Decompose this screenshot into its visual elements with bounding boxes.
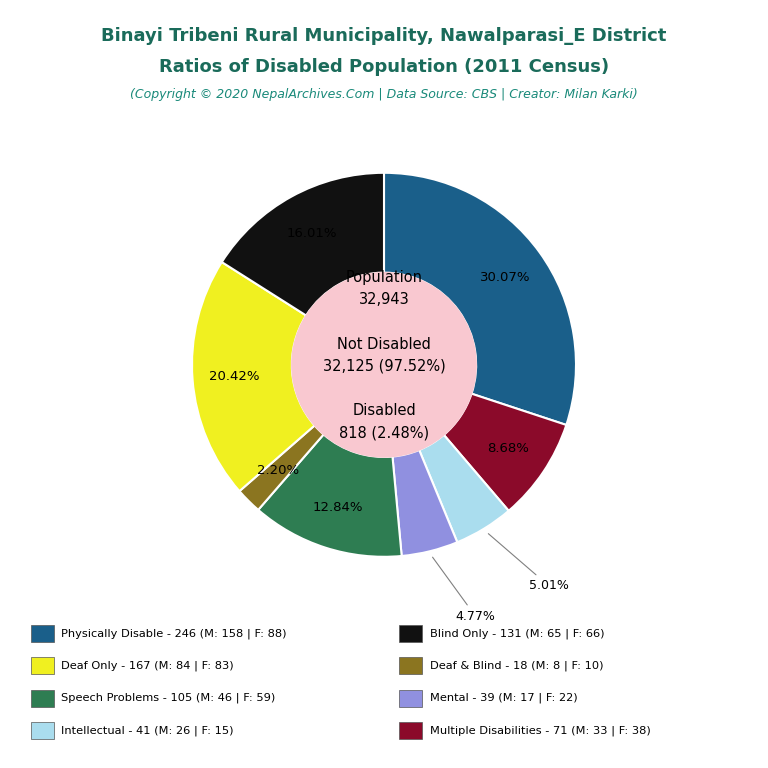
Text: 12.84%: 12.84% [313, 501, 363, 514]
Wedge shape [222, 173, 384, 316]
Text: Speech Problems - 105 (M: 46 | F: 59): Speech Problems - 105 (M: 46 | F: 59) [61, 693, 276, 703]
Text: Binayi Tribeni Rural Municipality, Nawalparasi_E District: Binayi Tribeni Rural Municipality, Nawal… [101, 27, 667, 45]
Wedge shape [444, 394, 566, 511]
Text: Blind Only - 131 (M: 65 | F: 66): Blind Only - 131 (M: 65 | F: 66) [430, 628, 604, 639]
Text: Physically Disable - 246 (M: 158 | F: 88): Physically Disable - 246 (M: 158 | F: 88… [61, 628, 287, 639]
Text: 5.01%: 5.01% [488, 534, 569, 592]
Wedge shape [392, 450, 457, 556]
Text: Population
32,943

Not Disabled
32,125 (97.52%)

Disabled
818 (2.48%): Population 32,943 Not Disabled 32,125 (9… [323, 270, 445, 440]
Text: Mental - 39 (M: 17 | F: 22): Mental - 39 (M: 17 | F: 22) [430, 693, 578, 703]
Text: 16.01%: 16.01% [286, 227, 337, 240]
Wedge shape [419, 435, 508, 542]
Text: (Copyright © 2020 NepalArchives.Com | Data Source: CBS | Creator: Milan Karki): (Copyright © 2020 NepalArchives.Com | Da… [130, 88, 638, 101]
Text: Deaf & Blind - 18 (M: 8 | F: 10): Deaf & Blind - 18 (M: 8 | F: 10) [430, 660, 604, 671]
Text: 4.77%: 4.77% [432, 558, 495, 623]
Wedge shape [192, 262, 315, 492]
Text: 30.07%: 30.07% [480, 270, 531, 283]
Text: 8.68%: 8.68% [488, 442, 529, 455]
Text: Deaf Only - 167 (M: 84 | F: 83): Deaf Only - 167 (M: 84 | F: 83) [61, 660, 234, 671]
Text: 20.42%: 20.42% [210, 369, 260, 382]
Text: Intellectual - 41 (M: 26 | F: 15): Intellectual - 41 (M: 26 | F: 15) [61, 725, 234, 736]
Text: Multiple Disabilities - 71 (M: 33 | F: 38): Multiple Disabilities - 71 (M: 33 | F: 3… [430, 725, 650, 736]
Circle shape [292, 273, 476, 457]
Wedge shape [258, 435, 402, 557]
Wedge shape [384, 173, 576, 425]
Wedge shape [240, 425, 323, 510]
Text: Ratios of Disabled Population (2011 Census): Ratios of Disabled Population (2011 Cens… [159, 58, 609, 75]
Text: 2.20%: 2.20% [257, 465, 300, 478]
